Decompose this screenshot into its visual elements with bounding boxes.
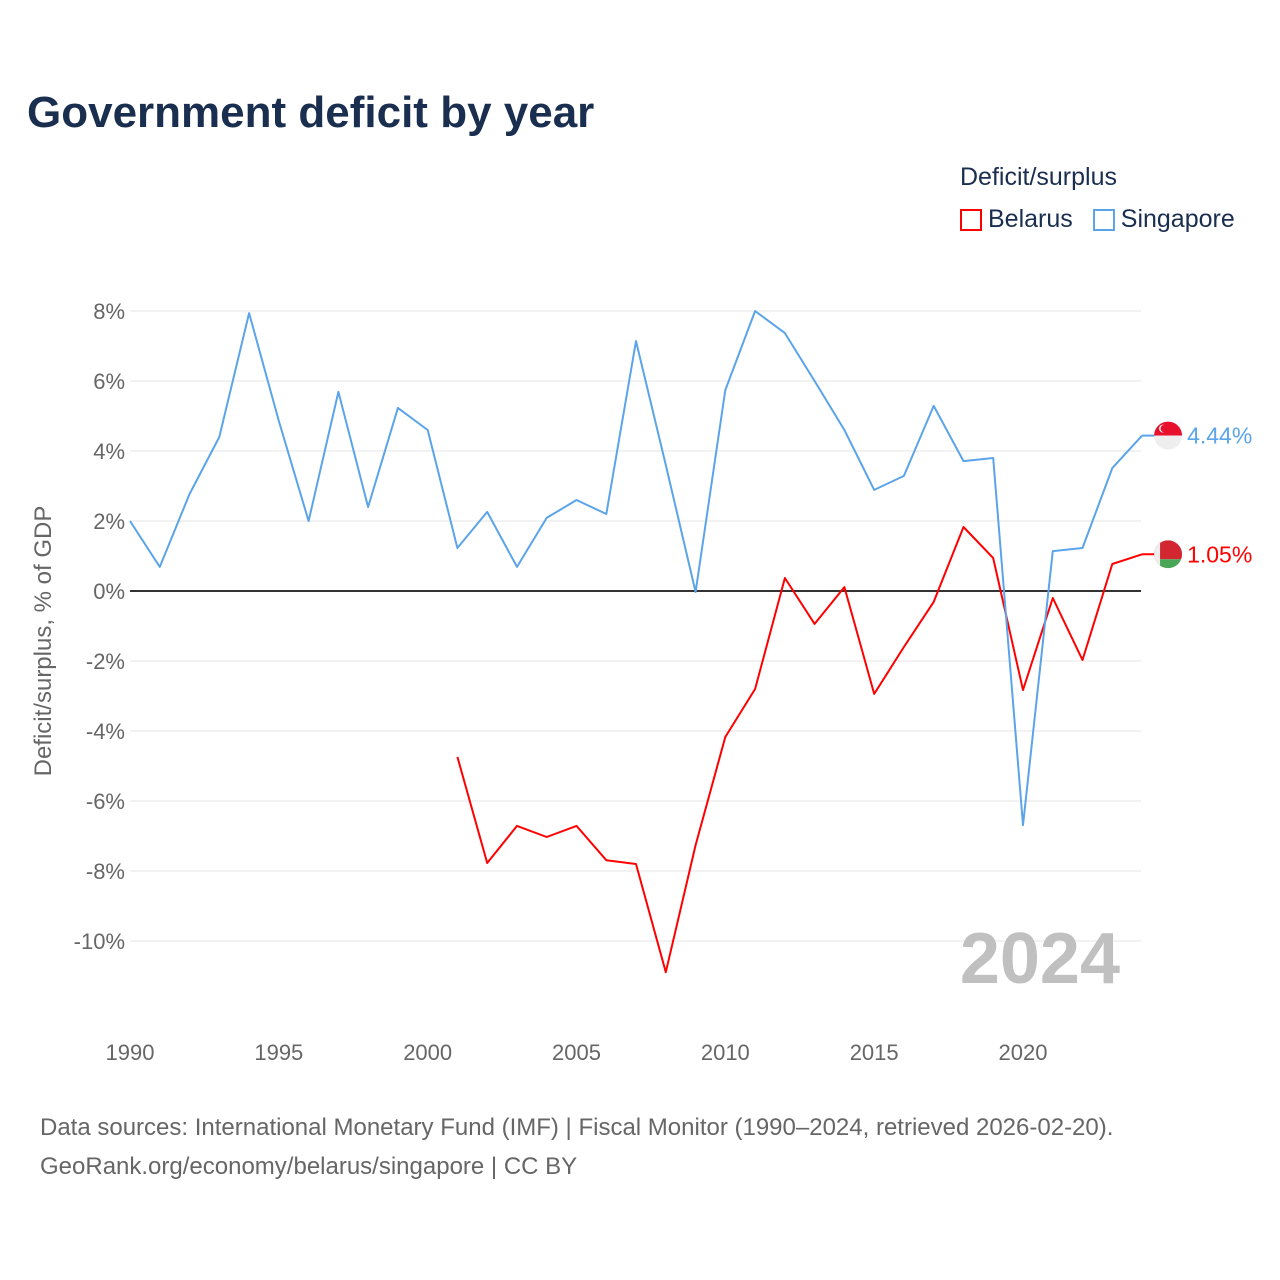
y-axis-label: Deficit/surplus, % of GDP: [30, 506, 57, 777]
series-line-singapore: [129, 310, 1143, 827]
year-watermark: 2024: [960, 919, 1120, 999]
source-line-2[interactable]: GeoRank.org/economy/belarus/singapore | …: [40, 1153, 578, 1180]
x-tick-label: 1995: [254, 1040, 303, 1065]
y-tick-label: -10%: [74, 929, 125, 954]
y-tick-label: -4%: [86, 719, 125, 744]
end-label-belarus: 1.05%: [1187, 541, 1252, 567]
y-tick-label: -6%: [86, 789, 125, 814]
source-note: Data sources: International Monetary Fun…: [40, 1108, 1113, 1186]
flag-crescent-cut: [1160, 424, 1169, 433]
x-tick-label: 1990: [106, 1040, 155, 1065]
flag-belarus-icon: [1154, 540, 1183, 569]
legend-item-belarus[interactable]: Belarus: [960, 205, 1073, 234]
x-tick-label: 2010: [701, 1040, 750, 1065]
legend-label-belarus: Belarus: [988, 205, 1073, 233]
legend-label-singapore: Singapore: [1120, 205, 1235, 233]
legend-title: Deficit/surplus: [960, 163, 1117, 191]
source-line-1: Data sources: International Monetary Fun…: [40, 1114, 1114, 1141]
x-tick-label: 2005: [552, 1040, 601, 1065]
flag-singapore-icon: [1154, 421, 1183, 450]
y-tick-label: 8%: [93, 299, 125, 324]
legend: Belarus Singapore: [960, 205, 1235, 234]
y-tick-label: 6%: [93, 369, 125, 394]
flag-body: [1154, 421, 1183, 450]
legend-item-singapore[interactable]: Singapore: [1092, 205, 1235, 234]
y-tick-label: -2%: [86, 649, 125, 674]
y-tick-label: -8%: [86, 859, 125, 884]
legend-swatch-belarus: [960, 208, 982, 231]
flag-ornament: [1154, 540, 1161, 569]
flag-body: [1154, 540, 1183, 569]
x-tick-label: 2020: [999, 1040, 1048, 1065]
y-tick-label: 4%: [93, 439, 125, 464]
flag-stripe: [1154, 540, 1183, 560]
flag-stripe: [1154, 435, 1183, 450]
end-label-singapore: 4.44%: [1187, 423, 1252, 449]
y-tick-label: 0%: [93, 579, 125, 604]
flag-stripe: [1154, 559, 1183, 569]
y-tick-label: 2%: [93, 509, 125, 534]
legend-swatch-singapore: [1092, 208, 1115, 231]
series-line-belarus: [456, 526, 1143, 974]
chart-title: Government deficit by year: [27, 88, 595, 137]
x-tick-label: 2000: [403, 1040, 452, 1065]
x-tick-label: 2015: [850, 1040, 899, 1065]
